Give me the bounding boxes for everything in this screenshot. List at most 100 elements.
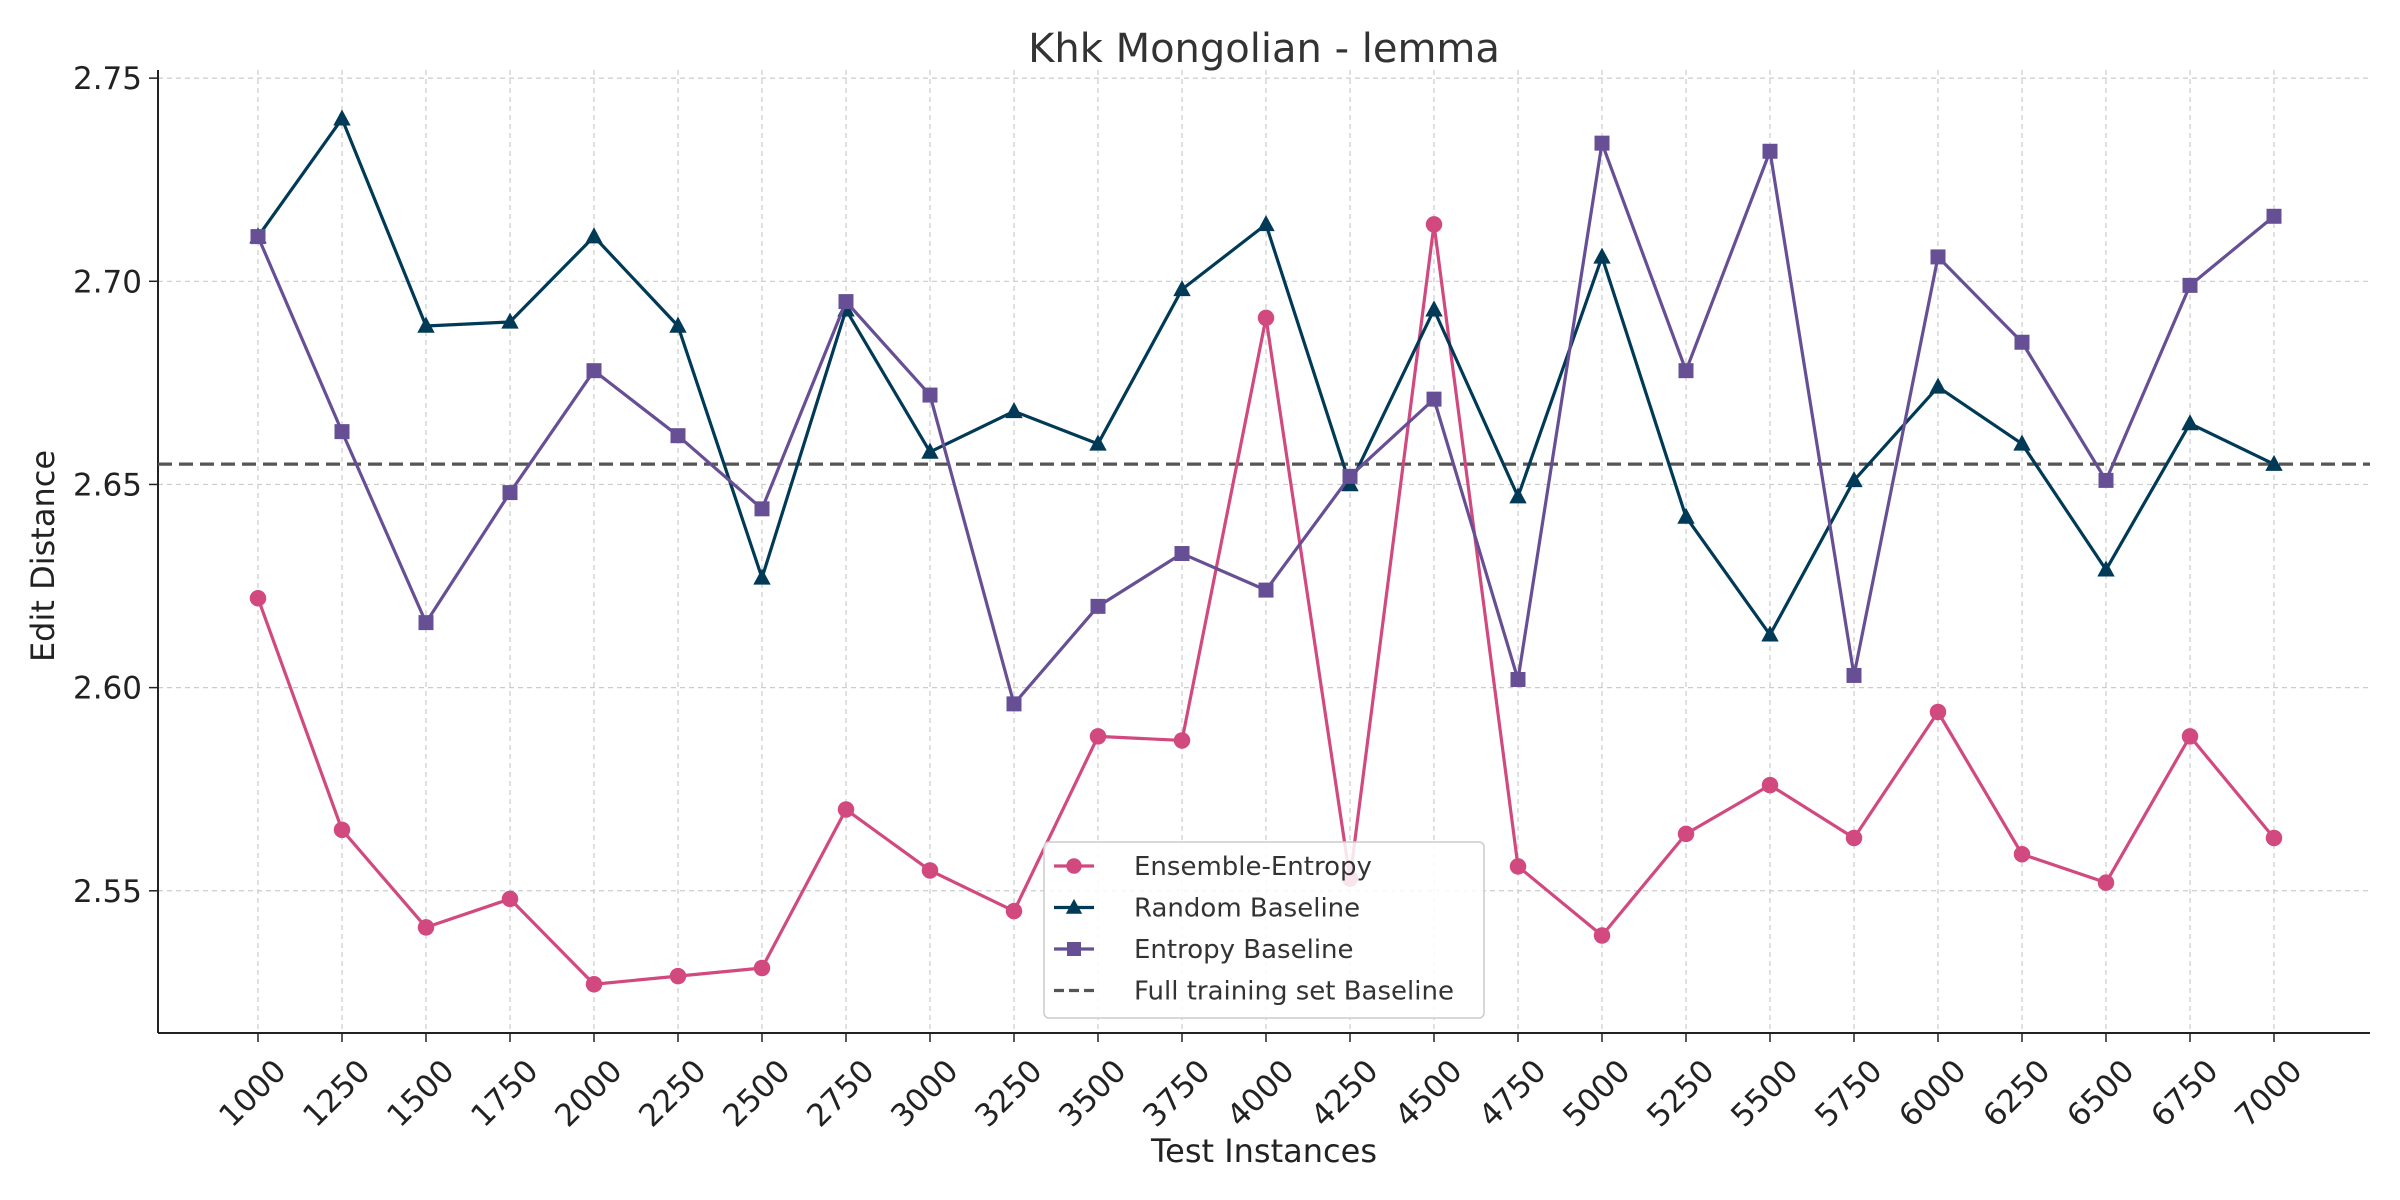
series-group xyxy=(249,109,2283,993)
data-point xyxy=(1425,300,1443,317)
x-tick-label: 4750 xyxy=(1472,1053,1553,1134)
data-point xyxy=(2014,334,2030,350)
x-tick-label: 4500 xyxy=(1388,1053,1469,1134)
data-point xyxy=(753,959,771,977)
data-point xyxy=(2266,208,2282,224)
data-point xyxy=(670,428,686,444)
x-tick-label: 3500 xyxy=(1052,1053,1133,1134)
data-point xyxy=(1510,671,1526,687)
legend-label: Entropy Baseline xyxy=(1134,935,1354,965)
data-point xyxy=(1762,143,1778,159)
data-point xyxy=(418,615,434,631)
data-point xyxy=(417,919,435,936)
x-tick-label: 1250 xyxy=(296,1053,377,1134)
data-point xyxy=(586,363,602,379)
data-point xyxy=(585,975,603,993)
data-point xyxy=(1929,377,1947,394)
data-point xyxy=(250,229,266,245)
data-point xyxy=(921,442,939,459)
axes xyxy=(157,70,2370,1034)
data-point xyxy=(1089,728,1107,745)
data-point xyxy=(1066,858,1082,874)
data-point xyxy=(1065,898,1083,914)
data-point xyxy=(333,821,351,839)
data-point xyxy=(1930,249,1946,265)
x-tick-label: 5750 xyxy=(1808,1053,1889,1134)
data-point xyxy=(2013,845,2031,863)
x-tick-label: 4000 xyxy=(1220,1053,1301,1134)
x-tick-label: 6500 xyxy=(2060,1053,2141,1134)
x-tick-label: 5250 xyxy=(1640,1053,1721,1134)
x-tick-label: 6750 xyxy=(2144,1053,2225,1134)
legend-label: Full training set Baseline xyxy=(1134,977,1454,1007)
data-point xyxy=(334,424,350,440)
data-point xyxy=(837,801,855,818)
data-point xyxy=(1174,546,1190,562)
x-tick-label: 3000 xyxy=(884,1053,965,1134)
chart-title: Khk Mongolian - lemma xyxy=(1028,26,1500,72)
legend-item: Entropy Baseline xyxy=(1054,935,1354,965)
y-tick-label: 2.65 xyxy=(73,467,142,503)
y-tick-label: 2.55 xyxy=(73,874,142,910)
y-tick-label: 2.60 xyxy=(73,671,142,707)
x-tick-label: 6000 xyxy=(1892,1053,1973,1134)
data-point xyxy=(1173,280,1191,297)
x-tick-label: 2500 xyxy=(716,1053,797,1134)
x-tick-label: 1500 xyxy=(380,1053,461,1134)
data-point xyxy=(1509,487,1527,504)
data-point xyxy=(1258,582,1274,598)
data-point xyxy=(754,501,770,517)
data-point xyxy=(753,568,771,585)
data-point xyxy=(1089,434,1107,451)
data-point xyxy=(1090,598,1106,614)
data-point xyxy=(501,312,519,329)
data-point xyxy=(922,387,938,403)
x-tick-label: 1000 xyxy=(212,1053,293,1134)
data-point xyxy=(2181,728,2199,745)
legend: Ensemble-Entropy Random Baseline Entropy B… xyxy=(1043,841,1485,1019)
data-point xyxy=(1005,902,1023,920)
data-point xyxy=(1846,667,1862,683)
data-point xyxy=(1593,247,1611,264)
data-point xyxy=(838,294,854,310)
x-tick-label: 5500 xyxy=(1724,1053,1805,1134)
legend-item: Random Baseline xyxy=(1054,894,1360,924)
data-point xyxy=(2013,434,2031,451)
x-tick-label: 5000 xyxy=(1556,1053,1637,1134)
data-point xyxy=(1929,703,1947,721)
data-point xyxy=(1845,829,1863,847)
data-point xyxy=(1678,363,1694,379)
legend-item: Full training set Baseline xyxy=(1054,977,1454,1007)
series-random-baseline xyxy=(249,109,2283,642)
series-entropy-baseline xyxy=(250,135,2282,712)
data-point xyxy=(1257,309,1275,327)
data-point xyxy=(2097,874,2115,891)
data-point xyxy=(333,109,351,126)
data-point xyxy=(1426,391,1442,407)
data-point xyxy=(1067,942,1081,956)
data-point xyxy=(2097,560,2115,577)
data-point xyxy=(669,967,687,985)
x-tick-label: 1750 xyxy=(464,1053,545,1134)
legend-label: Random Baseline xyxy=(1134,894,1360,924)
legend-box xyxy=(1043,841,1485,1019)
data-point xyxy=(585,227,603,244)
data-point xyxy=(1761,776,1779,794)
data-point xyxy=(501,890,519,908)
x-tick-label: 2250 xyxy=(632,1053,713,1134)
data-point xyxy=(2182,277,2198,293)
x-tick-label: 2000 xyxy=(548,1053,629,1134)
data-point xyxy=(249,589,267,607)
legend-label: Ensemble-Entropy xyxy=(1134,852,1372,882)
data-point xyxy=(417,316,435,333)
data-point xyxy=(1509,858,1527,875)
data-point xyxy=(1593,927,1611,944)
data-point xyxy=(2098,472,2114,488)
data-point xyxy=(1342,468,1358,484)
data-point xyxy=(1677,825,1695,843)
x-axis-label: Test Instances xyxy=(1150,1132,1377,1170)
x-tick-label: 4250 xyxy=(1304,1053,1385,1134)
data-point xyxy=(1173,732,1191,749)
data-point xyxy=(1594,135,1610,151)
data-point xyxy=(1425,216,1443,233)
